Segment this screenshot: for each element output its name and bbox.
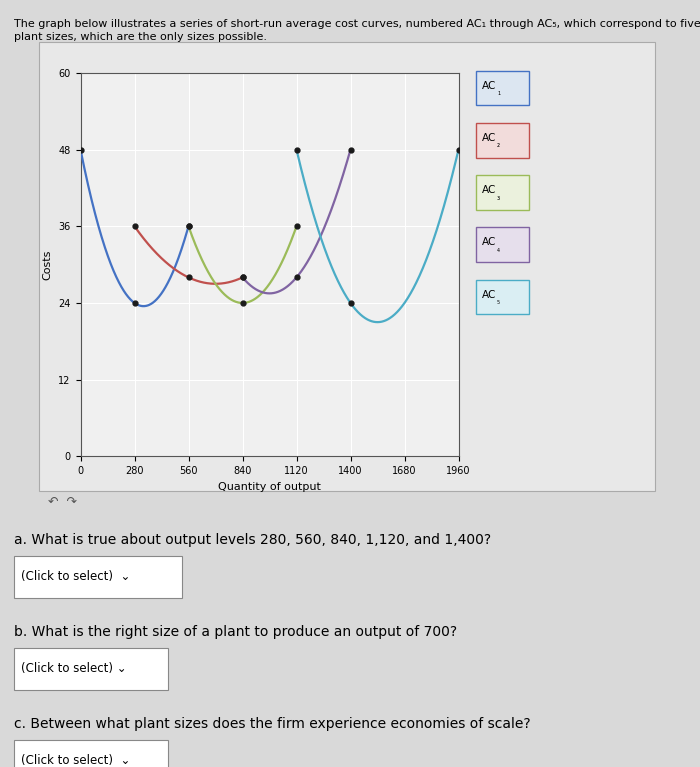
Text: ₁: ₁ — [497, 88, 500, 97]
Text: ₅: ₅ — [497, 297, 500, 306]
Text: b. What is the right size of a plant to produce an output of 700?: b. What is the right size of a plant to … — [14, 625, 457, 639]
Text: plant sizes, which are the only sizes possible.: plant sizes, which are the only sizes po… — [14, 32, 267, 42]
Text: ₃: ₃ — [497, 193, 500, 202]
Text: AC: AC — [482, 81, 496, 91]
X-axis label: Quantity of output: Quantity of output — [218, 482, 321, 492]
Text: AC: AC — [482, 133, 496, 143]
Text: c. Between what plant sizes does the firm experience economies of scale?: c. Between what plant sizes does the fir… — [14, 717, 531, 731]
Text: The graph below illustrates a series of short-run average cost curves, numbered : The graph below illustrates a series of … — [14, 19, 700, 29]
Text: AC: AC — [482, 237, 496, 248]
Text: AC: AC — [482, 185, 496, 196]
Text: ₄: ₄ — [497, 245, 500, 254]
Text: (Click to select) ⌄: (Click to select) ⌄ — [21, 663, 127, 675]
Text: ↶  ↷: ↶ ↷ — [48, 496, 76, 509]
Text: (Click to select)  ⌄: (Click to select) ⌄ — [21, 571, 130, 583]
Y-axis label: Costs: Costs — [43, 249, 52, 280]
Text: AC: AC — [482, 289, 496, 300]
Text: ₂: ₂ — [497, 140, 500, 150]
Text: a. What is true about output levels 280, 560, 840, 1,120, and 1,400?: a. What is true about output levels 280,… — [14, 533, 491, 547]
Text: (Click to select)  ⌄: (Click to select) ⌄ — [21, 755, 130, 767]
